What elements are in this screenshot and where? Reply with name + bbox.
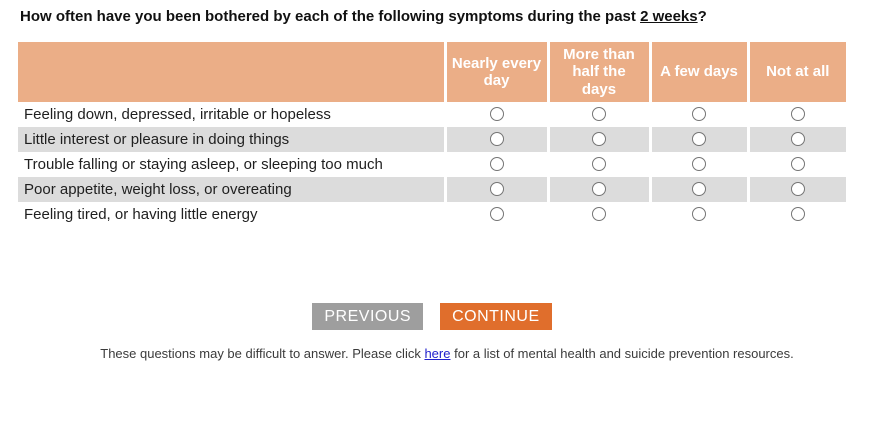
radio-r3-a-few-days[interactable]	[692, 157, 706, 172]
table-row: Feeling tired, or having little energy	[18, 202, 846, 227]
continue-button[interactable]: CONTINUE	[440, 303, 552, 330]
radio-r2-a-few-days[interactable]	[692, 132, 706, 147]
radio-r1-nearly-every-day[interactable]	[489, 107, 504, 122]
radio-r4-more-than-half[interactable]	[592, 182, 606, 197]
radio-r4-a-few-days[interactable]	[692, 182, 706, 197]
table-row: Little interest or pleasure in doing thi…	[18, 127, 846, 152]
column-header-nearly-every-day: Nearly every day	[443, 42, 548, 102]
radio-r2-more-than-half[interactable]	[592, 132, 606, 147]
table-row: Trouble falling or staying asleep, or sl…	[18, 152, 846, 177]
symptom-label: Little interest or pleasure in doing thi…	[18, 127, 445, 152]
symptom-label: Feeling tired, or having little energy	[24, 206, 258, 223]
footer-text-pre: These questions may be difficult to answ…	[100, 346, 425, 361]
previous-button[interactable]: PREVIOUS	[312, 303, 424, 330]
radio-r1-a-few-days[interactable]	[692, 107, 706, 122]
radio-r5-a-few-days[interactable]	[692, 207, 706, 222]
symptom-frequency-table: Nearly every day More than half the days…	[18, 42, 846, 227]
button-row: PREVIOUS CONTINUE	[18, 303, 846, 330]
symptom-label: Poor appetite, weight loss, or overeatin…	[18, 177, 445, 202]
radio-r1-more-than-half[interactable]	[592, 107, 606, 122]
radio-r4-not-at-all[interactable]	[790, 182, 805, 197]
title-underlined-text: 2 weeks	[640, 8, 698, 25]
resources-link[interactable]: here	[424, 346, 451, 361]
page-title: How often have you been bothered by each…	[20, 8, 707, 25]
radio-r1-not-at-all[interactable]	[790, 107, 805, 122]
radio-r5-nearly-every-day[interactable]	[489, 207, 504, 222]
title-suffix: ?	[697, 8, 707, 25]
column-header-more-than-half: More than half the days	[546, 42, 650, 102]
radio-r4-nearly-every-day[interactable]	[489, 182, 504, 197]
radio-r2-nearly-every-day[interactable]	[489, 132, 504, 147]
radio-r5-more-than-half[interactable]	[592, 207, 606, 222]
table-row: Poor appetite, weight loss, or overeatin…	[18, 177, 846, 202]
title-text: How often have you been bothered by each…	[20, 8, 641, 25]
footer-note: These questions may be difficult to answ…	[0, 346, 894, 361]
radio-r5-not-at-all[interactable]	[790, 207, 805, 222]
radio-r2-not-at-all[interactable]	[790, 132, 805, 147]
radio-r3-nearly-every-day[interactable]	[489, 157, 504, 172]
table-header-row: Nearly every day More than half the days…	[18, 42, 846, 102]
question-column-header	[18, 42, 445, 102]
column-header-a-few-days: A few days	[648, 42, 748, 102]
column-header-not-at-all: Not at all	[746, 42, 846, 102]
radio-r3-more-than-half[interactable]	[592, 157, 606, 172]
radio-r3-not-at-all[interactable]	[790, 157, 805, 172]
symptom-label: Trouble falling or staying asleep, or sl…	[24, 156, 383, 173]
footer-text-post: for a list of mental health and suicide …	[450, 346, 794, 361]
table-row: Feeling down, depressed, irritable or ho…	[18, 102, 846, 127]
symptom-label: Feeling down, depressed, irritable or ho…	[24, 106, 331, 123]
